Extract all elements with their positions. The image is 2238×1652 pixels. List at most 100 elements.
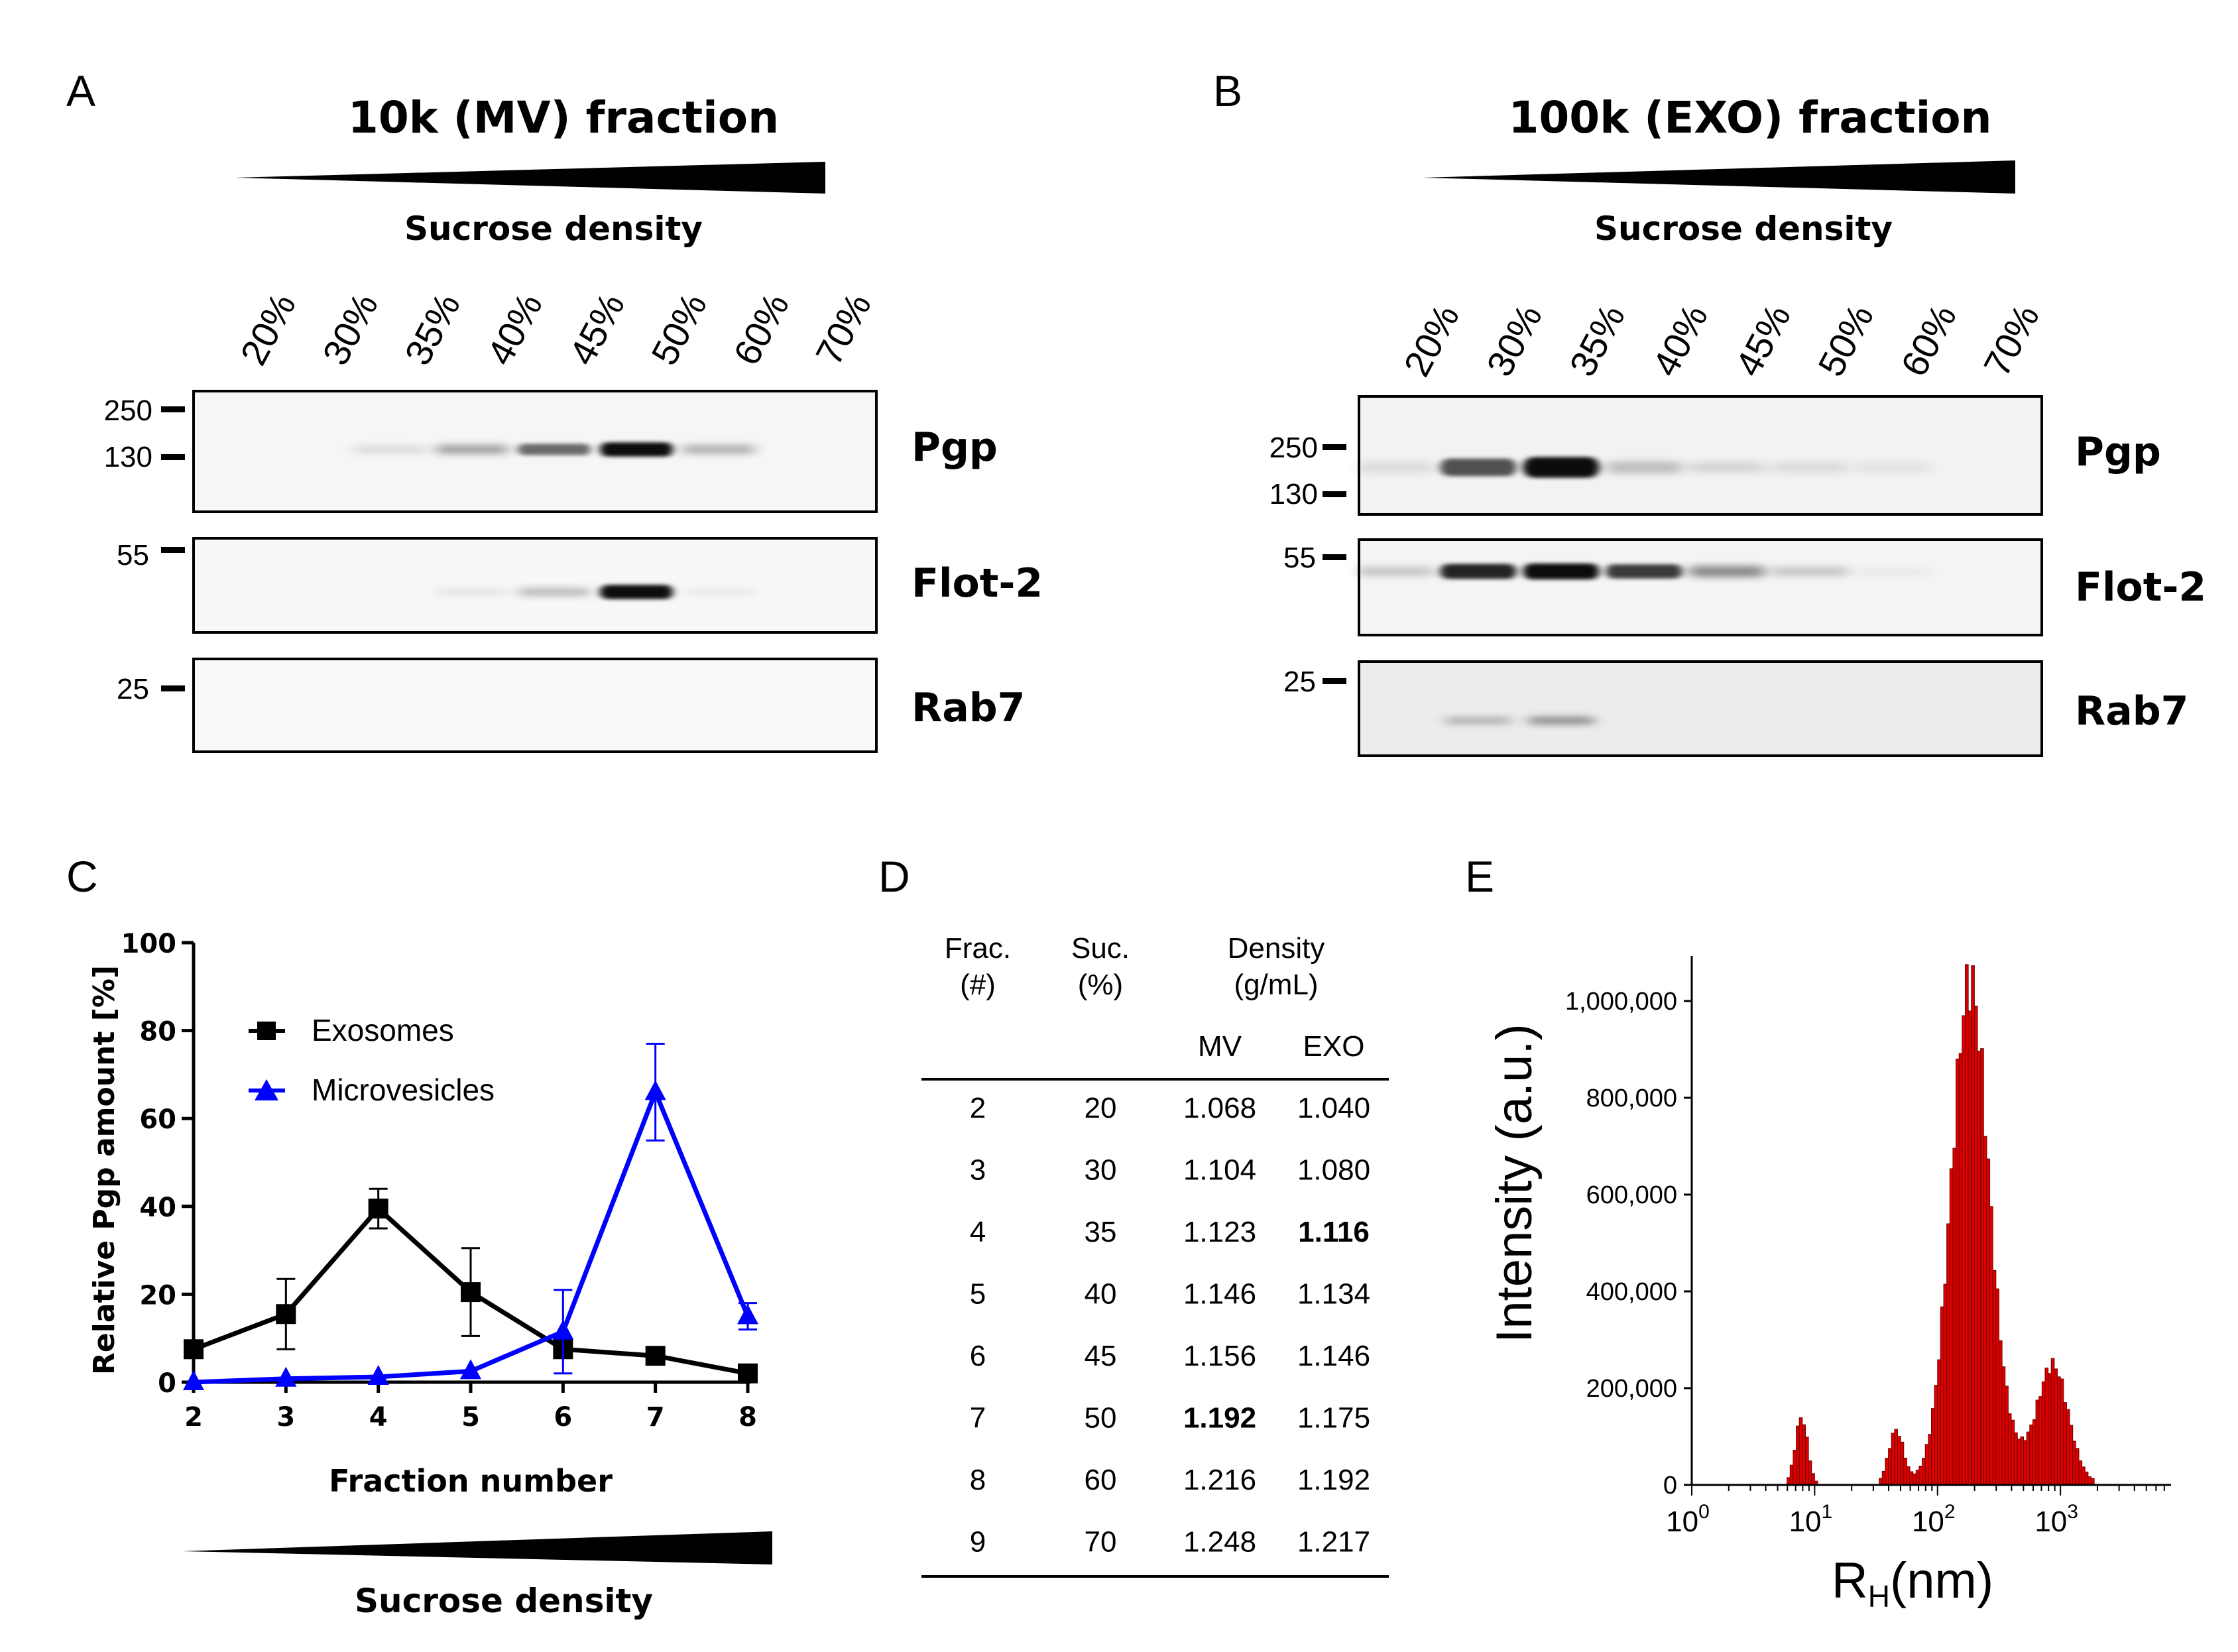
x-tick-label: 102: [1912, 1501, 1956, 1538]
panel-label-b: B: [1213, 66, 1242, 115]
histogram-bar: [2075, 1448, 2080, 1486]
histogram-bar: [1980, 1048, 1984, 1486]
table-cell: 20: [1085, 1092, 1117, 1124]
histogram-bar: [1897, 1436, 1901, 1486]
histogram-bar: [1943, 1283, 1948, 1486]
chart-e-xlabel-r: R: [1832, 1553, 1868, 1609]
histogram-bar: [2048, 1373, 2052, 1486]
table-header-frac-unit: (#): [960, 969, 996, 1001]
histogram-bar: [1894, 1429, 1899, 1486]
histogram-chart: 0200,000400,000600,000800,0001,000,00010…: [1565, 956, 2171, 1538]
lane-label: 40%: [1644, 298, 1716, 383]
blot-band: [1440, 458, 1517, 477]
series-microvesicles-line: [193, 1085, 750, 1385]
histogram-bar: [1888, 1448, 1892, 1486]
histogram-bar: [1793, 1450, 1797, 1486]
table-cell: 45: [1085, 1340, 1117, 1372]
blot-band: [1523, 563, 1600, 579]
histogram-bar: [2044, 1368, 2049, 1486]
histogram-bar: [2017, 1439, 2021, 1486]
blot-b-gradient-label: Sucrose density: [1594, 209, 1893, 248]
table-cell: 1.134: [1297, 1278, 1370, 1311]
histogram-bar: [1891, 1433, 1895, 1486]
histogram-bar: [1796, 1425, 1800, 1486]
table-cell: 6: [970, 1340, 986, 1372]
histogram-bar: [1900, 1441, 1905, 1486]
histogram-bar: [1992, 1269, 1997, 1486]
table-cell: 35: [1085, 1216, 1117, 1248]
table-cell: 2: [970, 1092, 986, 1124]
y-tick-label: 100: [121, 929, 177, 959]
histogram-bar: [1918, 1466, 1923, 1486]
x-tick-base: 10: [2034, 1505, 2067, 1538]
panel-label-e: E: [1465, 852, 1494, 901]
blot-band: [1440, 563, 1517, 579]
lane-label: 40%: [479, 286, 550, 372]
blot-a-marker-55-tick: [161, 547, 185, 553]
blot-band: [1606, 564, 1682, 579]
histogram-bar: [1789, 1464, 1794, 1486]
histogram-bar: [2026, 1431, 2031, 1486]
x-tick-exponent: 1: [1822, 1501, 1833, 1523]
blot-band: [518, 587, 591, 597]
histogram-bar: [2072, 1441, 2076, 1486]
histogram-bar: [1986, 1158, 1991, 1486]
histogram-bar: [2020, 1436, 2025, 1486]
legend-microvesicles-label: Microvesicles: [312, 1073, 495, 1107]
blot-b-marker-25: 25: [1283, 666, 1316, 698]
blot-band: [1688, 565, 1765, 577]
histogram-bar: [1952, 1148, 1957, 1486]
blot-band: [1445, 717, 1511, 725]
blot-b-label-pgp: Pgp: [2075, 429, 2161, 475]
x-tick-exponent: 3: [2067, 1501, 2078, 1523]
y-tick-label: 20: [139, 1280, 176, 1311]
y-tick-label: 1,000,000: [1565, 988, 1677, 1016]
x-tick-base: 10: [1912, 1505, 1944, 1538]
blot-a-label-rab: Rab7: [912, 685, 1025, 731]
histogram-bar: [1928, 1434, 1932, 1486]
x-tick-label: 6: [554, 1402, 572, 1433]
table-cell: 1.216: [1183, 1464, 1256, 1496]
histogram-bar: [2069, 1425, 2074, 1486]
table-cell: 1.146: [1297, 1340, 1370, 1372]
histogram-bar: [2023, 1440, 2027, 1486]
blot-b-label-rab: Rab7: [2075, 688, 2188, 735]
chart-c-density-wedge: [182, 1531, 772, 1564]
x-tick-label: 101: [1789, 1501, 1833, 1538]
y-tick-label: 0: [158, 1368, 176, 1399]
chart-c-xlabel: Fraction number: [329, 1463, 613, 1499]
table-cell: 7: [970, 1402, 986, 1435]
histogram-bar: [1977, 1051, 1981, 1486]
table-cell: 3: [970, 1154, 986, 1187]
table-cell: 70: [1085, 1526, 1117, 1559]
table-cell: 1.175: [1297, 1402, 1370, 1435]
data-point-exosomes: [738, 1363, 758, 1384]
x-tick-label: 103: [2034, 1501, 2078, 1538]
data-point-exosomes: [645, 1346, 666, 1366]
blot-band: [682, 444, 755, 455]
x-tick-label: 8: [738, 1402, 757, 1433]
histogram-bar: [2057, 1376, 2061, 1486]
blot-b-flot-membrane: [1358, 538, 2043, 636]
histogram-bar: [1787, 1477, 1791, 1486]
chart-e-ylabel: Intensity (a.u.): [1486, 1024, 1543, 1343]
blot-b-lane-labels: 20% 30% 35% 40% 45% 50% 60% 70%: [1395, 298, 2047, 383]
blot-band: [1688, 461, 1765, 473]
blot-b-rab-membrane: [1358, 660, 2043, 757]
histogram-bar: [1906, 1466, 1911, 1486]
table-cell: 40: [1085, 1278, 1117, 1311]
histogram-bar: [1808, 1460, 1812, 1486]
lane-label: 50%: [1810, 298, 1881, 383]
y-tick-label: 80: [139, 1017, 176, 1047]
histogram-bar: [1881, 1470, 1886, 1486]
histogram-bar: [1934, 1385, 1938, 1486]
blot-band: [600, 585, 673, 599]
lane-label: 20%: [1395, 298, 1467, 383]
blot-a-marker-250-tick: [161, 406, 185, 412]
blot-band: [1771, 566, 1848, 577]
histogram-bar: [1995, 1288, 1999, 1486]
blot-band: [1855, 567, 1931, 575]
table-cell: 1.116: [1298, 1216, 1370, 1248]
blot-b-bands: [1357, 457, 1931, 725]
table-body: 2 20 1.068 1.040 3 30 1.104 1.080 4 35 1.123 1.116 5…: [970, 1092, 1370, 1559]
